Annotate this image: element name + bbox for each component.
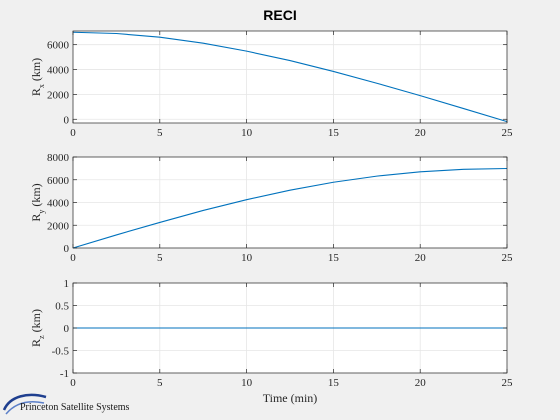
y-tick-label: 4000	[47, 198, 70, 210]
y-tick-label: 6000	[47, 40, 70, 52]
series-line-1	[72, 31, 508, 123]
x-tick-label: 15	[328, 127, 340, 139]
x-tick-label: 20	[415, 252, 427, 264]
y-tick-label: 6000	[47, 175, 70, 187]
x-tick-label: 0	[70, 252, 76, 264]
x-tick-label: 25	[502, 252, 514, 264]
x-tick-label: 15	[328, 252, 340, 264]
y-tick-label: -0.5	[52, 346, 70, 358]
x-tick-label: 5	[157, 377, 163, 389]
x-tick-label: 0	[70, 127, 76, 139]
y-tick-label: 2000	[47, 220, 70, 232]
y-tick-label: 0.5	[55, 301, 69, 313]
x-axis-label: Time (min)	[263, 391, 318, 405]
x-tick-label: 20	[415, 377, 427, 389]
chart-title: RECI	[263, 7, 296, 23]
y-axis-label-1: Rx (km)	[29, 58, 46, 96]
y-tick-label: 2000	[47, 89, 70, 101]
y-axis-label-2: Ry (km)	[29, 183, 46, 221]
y-tick-label: 0	[64, 243, 70, 255]
y-tick-label: 4000	[47, 65, 70, 77]
axes-1-border	[72, 30, 508, 124]
x-tick-label: 10	[241, 377, 253, 389]
y-tick-label: 8000	[47, 152, 70, 164]
x-tick-label: 20	[415, 127, 427, 139]
series-line-2	[72, 167, 508, 249]
axes-1-background	[73, 31, 507, 123]
y-tick-label: -1	[60, 368, 69, 380]
x-tick-label: 5	[157, 127, 163, 139]
y-tick-label: 0	[64, 114, 70, 126]
x-tick-label: 10	[241, 252, 253, 264]
logo-swoosh-icon	[2, 393, 47, 411]
x-tick-label: 25	[502, 377, 514, 389]
logo-text: Princeton Satellite Systems	[20, 402, 130, 413]
x-tick-label: 10	[241, 127, 253, 139]
y-tick-label: 0	[64, 323, 70, 335]
x-tick-label: 5	[157, 252, 163, 264]
x-tick-label: 0	[70, 377, 76, 389]
x-tick-label: 15	[328, 377, 340, 389]
x-tick-label: 25	[502, 127, 514, 139]
y-axis-label-3: Rz (km)	[29, 309, 46, 347]
y-tick-label: 1	[64, 278, 70, 290]
logo: Princeton Satellite Systems	[2, 393, 130, 415]
